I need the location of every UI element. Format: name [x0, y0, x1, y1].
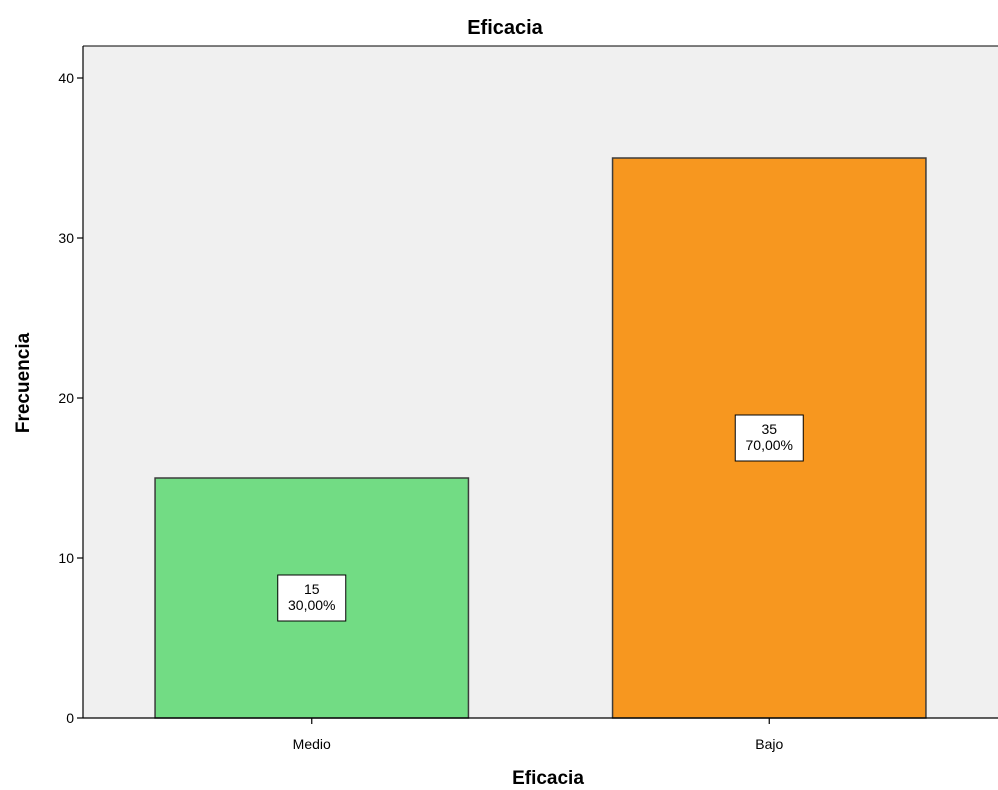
y-tick-label: 10 — [58, 550, 74, 566]
data-label-count: 35 — [761, 421, 777, 437]
data-label-percent: 70,00% — [746, 437, 793, 453]
x-axis-title: Eficacia — [512, 768, 584, 789]
y-tick-label: 0 — [66, 710, 74, 726]
y-tick-label: 30 — [58, 230, 74, 246]
x-ticks: Medio Bajo — [293, 718, 783, 752]
y-ticks: 0 10 20 30 40 — [58, 70, 83, 726]
data-label-count: 15 — [304, 581, 320, 597]
x-tick-label: Medio — [293, 736, 331, 752]
data-label-percent: 30,00% — [288, 597, 335, 613]
y-tick-label: 20 — [58, 390, 74, 406]
y-axis-title: Frecuencia — [13, 332, 34, 433]
data-label-box — [734, 414, 804, 462]
y-tick-label: 40 — [58, 70, 74, 86]
chart-title: Eficacia — [467, 17, 543, 39]
data-label-box — [277, 574, 347, 622]
x-tick-label: Bajo — [755, 736, 783, 752]
